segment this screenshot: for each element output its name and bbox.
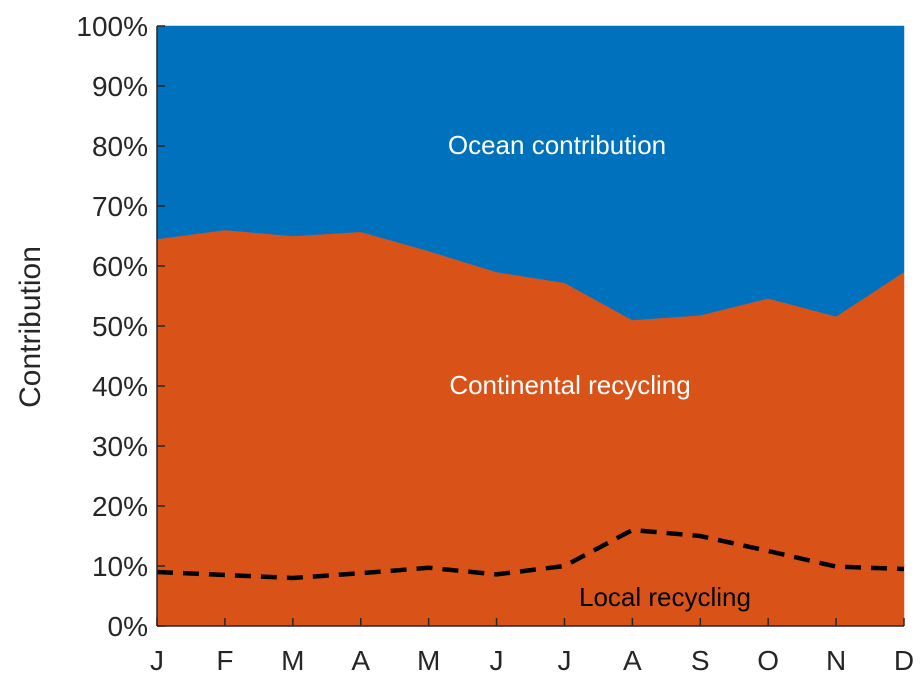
y-tick-label: 70% <box>92 191 148 222</box>
line-series-0 <box>156 527 905 581</box>
x-tick-label: J <box>150 645 164 676</box>
x-tick-label: N <box>826 645 846 676</box>
y-tick-label: 10% <box>92 551 148 582</box>
x-tick-label: M <box>417 645 440 676</box>
x-tick-label: J <box>490 645 504 676</box>
x-tick-label: D <box>894 645 914 676</box>
y-axis-title: Contribution <box>14 246 47 408</box>
area-series-1 <box>156 25 905 321</box>
y-tick-labels: 0% 10% 20% 30% 40% 50% 60% 70% 80% 90% 100% <box>76 11 148 642</box>
annotation-continental: Continental recycling <box>449 370 690 400</box>
y-tick-label: 90% <box>92 71 148 102</box>
x-tick-label: O <box>757 645 779 676</box>
x-tick-label: S <box>691 645 710 676</box>
y-tick-label: 40% <box>92 371 148 402</box>
x-tick-label: J <box>557 645 571 676</box>
y-tick-label: 80% <box>92 131 148 162</box>
y-tick-label: 0% <box>108 611 148 642</box>
y-tick-label: 100% <box>76 11 148 42</box>
annotation-local: Local recycling <box>579 582 751 612</box>
y-tick-label: 50% <box>92 311 148 342</box>
y-tick-label: 20% <box>92 491 148 522</box>
axes <box>156 25 905 627</box>
y-tick-label: 30% <box>92 431 148 462</box>
x-tick-label: A <box>623 645 642 676</box>
annotation-ocean: Ocean contribution <box>448 130 666 160</box>
x-tick-label: M <box>281 645 304 676</box>
y-tick-label: 60% <box>92 251 148 282</box>
area-layers <box>156 25 905 627</box>
line-layers <box>156 527 905 581</box>
x-tick-label: A <box>351 645 370 676</box>
x-tick-label: F <box>216 645 233 676</box>
